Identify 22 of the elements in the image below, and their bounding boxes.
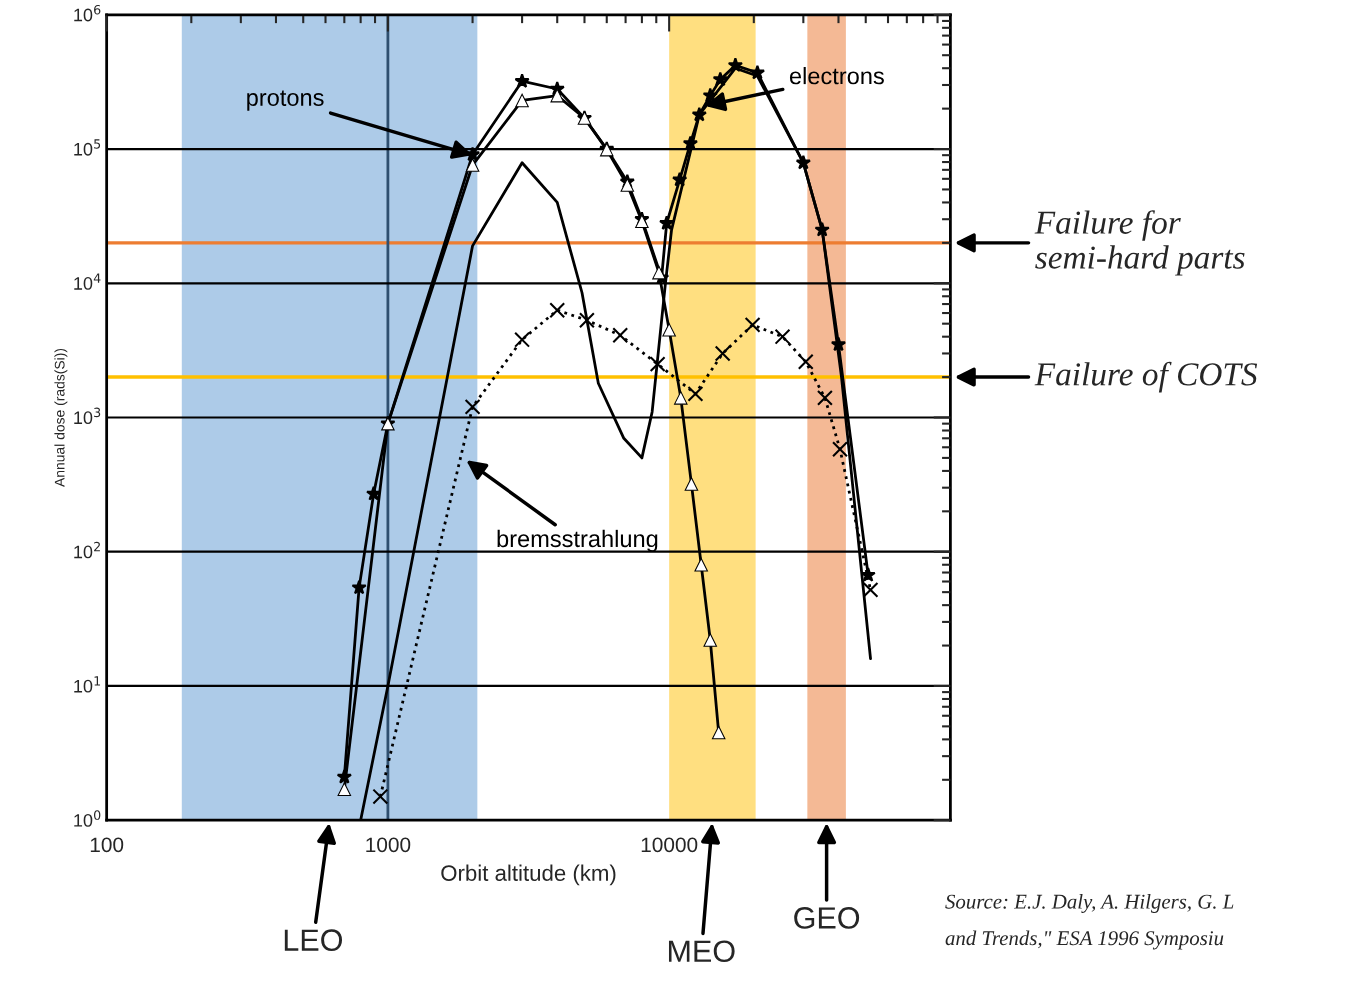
text: and Trends," ESA 1996 Symposiu (945, 930, 1224, 950)
y-tick-label: 10$^{1}$ (74, 676, 101, 693)
x-tick-label: 1000 (366, 837, 411, 853)
y-tick-label: 10$^{4}$ (74, 273, 101, 290)
band-label: LEO (284, 929, 343, 951)
y-tick-label: 10$^{6}$ (74, 4, 101, 22)
x-tick-label: 10000 (641, 837, 698, 853)
annotation: protons (247, 90, 324, 111)
band-label: GEO (794, 907, 860, 929)
x-axis-title: Orbit altitude (km) (441, 864, 616, 886)
ref-line-label: Failure for semi-hard parts (1034, 210, 1245, 276)
ref-line-label: Failure of COTS (1034, 361, 1258, 393)
y-tick-label: 10$^{5}$ (74, 139, 101, 156)
x-tick-label: 100 (90, 837, 124, 853)
annotation: bremsstrahlung (497, 529, 658, 552)
y-tick-label: 10$^{3}$ (74, 407, 101, 425)
band-label: MEO (668, 940, 735, 963)
source-note: Source: E.J. Daly, A. Hilgers, G. L (945, 894, 1234, 913)
annotation: electrons (789, 67, 884, 85)
y-tick-label: 10$^{0}$ (74, 810, 101, 827)
y-tick-label: 10$^{2}$ (74, 541, 100, 559)
y-axis-title: Annual dose (rads(Si)) (54, 348, 68, 487)
